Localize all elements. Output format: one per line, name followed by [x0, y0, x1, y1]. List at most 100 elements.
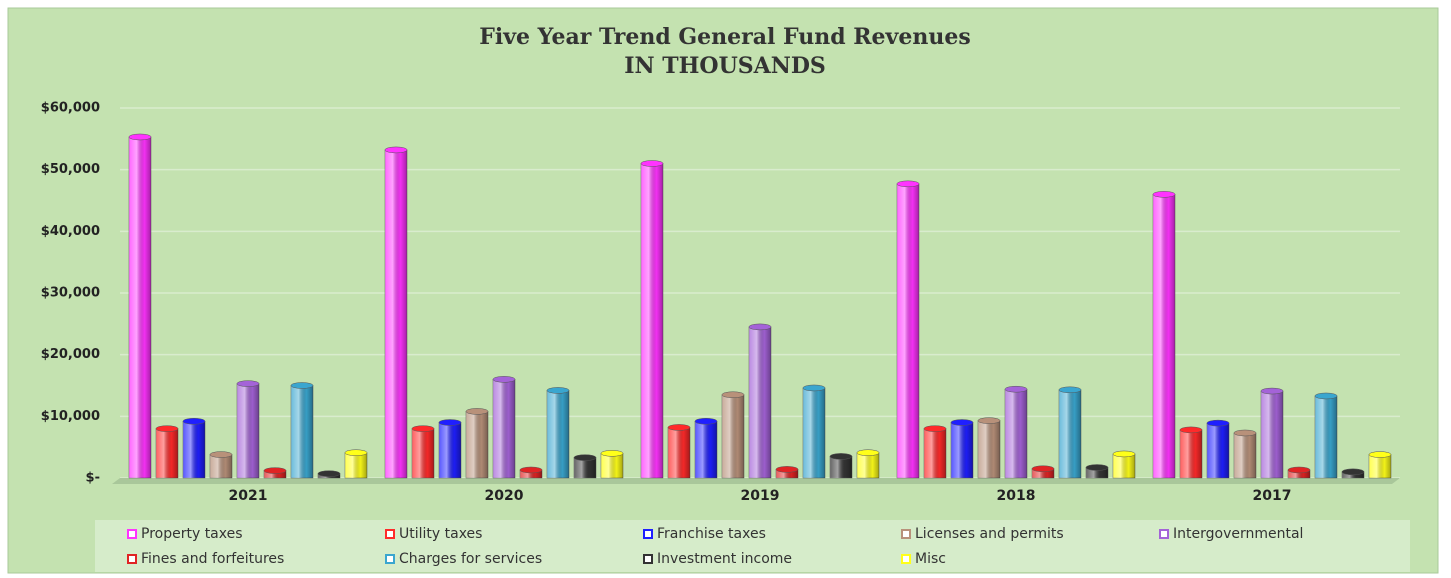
- y-tick-label: $60,000: [41, 101, 100, 116]
- bar-top: [128, 133, 152, 141]
- bar-shade: [1207, 423, 1229, 478]
- bar-shade: [412, 428, 434, 478]
- bar-shade: [183, 421, 205, 478]
- bar-top: [829, 453, 853, 460]
- bar-top: [1112, 450, 1136, 458]
- bar-top: [1179, 426, 1203, 434]
- legend-label: Intergovernmental: [1173, 526, 1303, 542]
- bar-top: [546, 387, 570, 394]
- bar-top: [438, 419, 462, 426]
- bar-shade: [668, 427, 690, 478]
- legend-label: Franchise taxes: [657, 526, 766, 542]
- bar-top: [1341, 468, 1365, 476]
- bar-shade: [129, 136, 151, 478]
- legend-marker: [127, 554, 137, 564]
- bar-top: [492, 376, 516, 383]
- bar-shade: [776, 469, 798, 478]
- legend-label: Fines and forfeitures: [141, 551, 284, 567]
- chart-subtitle: IN THOUSANDS: [624, 53, 826, 79]
- bar-top: [775, 466, 799, 473]
- bar-top: [600, 450, 624, 457]
- y-tick-label: $40,000: [41, 224, 100, 239]
- legend-label: Licenses and permits: [915, 526, 1064, 542]
- x-tick-label: 2019: [741, 488, 780, 504]
- bar-shade: [1059, 389, 1081, 478]
- legend-label: Investment income: [657, 551, 792, 567]
- bar-top: [1260, 387, 1284, 395]
- bar-top: [856, 449, 880, 456]
- bar-shade: [345, 452, 367, 478]
- bar-top: [950, 419, 974, 426]
- bar-top: [317, 470, 341, 477]
- bar-shade: [1153, 194, 1175, 479]
- legend-marker: [385, 554, 395, 564]
- bar-top: [1004, 385, 1028, 393]
- bar-top: [748, 323, 772, 331]
- x-tick-label: 2018: [997, 488, 1036, 504]
- bar-shade: [210, 454, 232, 478]
- bar-top: [1085, 464, 1109, 471]
- bar-shade: [1180, 429, 1202, 478]
- y-tick-label: $10,000: [41, 409, 100, 424]
- bar-top: [977, 417, 1001, 424]
- bar-shade: [1234, 432, 1256, 478]
- bar-shade: [466, 411, 488, 478]
- bar-shade: [1032, 468, 1054, 478]
- bar-top: [896, 180, 920, 188]
- legend-label: Property taxes: [141, 526, 243, 542]
- bar-shade: [1369, 454, 1391, 478]
- chart-title: Five Year Trend General Fund Revenues: [479, 24, 970, 50]
- y-tick-label: $30,000: [41, 286, 100, 301]
- legend-marker: [643, 529, 653, 539]
- bar-top: [802, 384, 826, 392]
- bar-shade: [385, 149, 407, 478]
- bar-shade: [493, 379, 515, 478]
- bar-top: [1368, 451, 1392, 458]
- bar-top: [640, 160, 664, 167]
- bar-top: [465, 408, 489, 415]
- bar-shade: [857, 452, 879, 478]
- bar-shade: [695, 421, 717, 478]
- legend-label: Utility taxes: [399, 526, 482, 542]
- bar-shade: [156, 428, 178, 478]
- y-tick-label: $-: [86, 471, 100, 486]
- bar-shade: [951, 422, 973, 478]
- legend-marker: [385, 529, 395, 539]
- legend-box: [95, 520, 1410, 572]
- bar-shade: [641, 163, 663, 478]
- bar-top: [1233, 429, 1257, 437]
- legend-marker: [643, 554, 653, 564]
- bar-shade: [978, 420, 1000, 478]
- bar-shade: [264, 470, 286, 478]
- bar-shade: [803, 387, 825, 478]
- bar-shade: [897, 183, 919, 478]
- legend-marker: [127, 529, 137, 539]
- bar-top: [721, 391, 745, 398]
- bar-top: [519, 466, 543, 474]
- bar-top: [411, 425, 435, 432]
- bar-top: [290, 382, 314, 389]
- bar-top: [263, 467, 287, 474]
- bar-shade: [722, 394, 744, 478]
- bar-top: [182, 418, 206, 425]
- bar-shade: [1261, 391, 1283, 478]
- bar-shade: [924, 428, 946, 478]
- bar-top: [923, 425, 947, 432]
- bar-top: [209, 451, 233, 458]
- bar-top: [1152, 191, 1176, 198]
- bar-top: [1206, 419, 1230, 427]
- legend-label: Misc: [915, 551, 946, 567]
- legend-marker: [1159, 529, 1169, 539]
- bar-top: [384, 146, 408, 154]
- bar-shade: [1315, 395, 1337, 478]
- bar-shade: [547, 390, 569, 478]
- legend-marker: [901, 529, 911, 539]
- bar-top: [1031, 465, 1055, 472]
- bar-shade: [237, 383, 259, 478]
- bar-shade: [1288, 469, 1310, 478]
- bar-shade: [749, 326, 771, 478]
- x-tick-label: 2021: [229, 488, 268, 504]
- bar-shade: [830, 456, 852, 478]
- bar-top: [573, 454, 597, 461]
